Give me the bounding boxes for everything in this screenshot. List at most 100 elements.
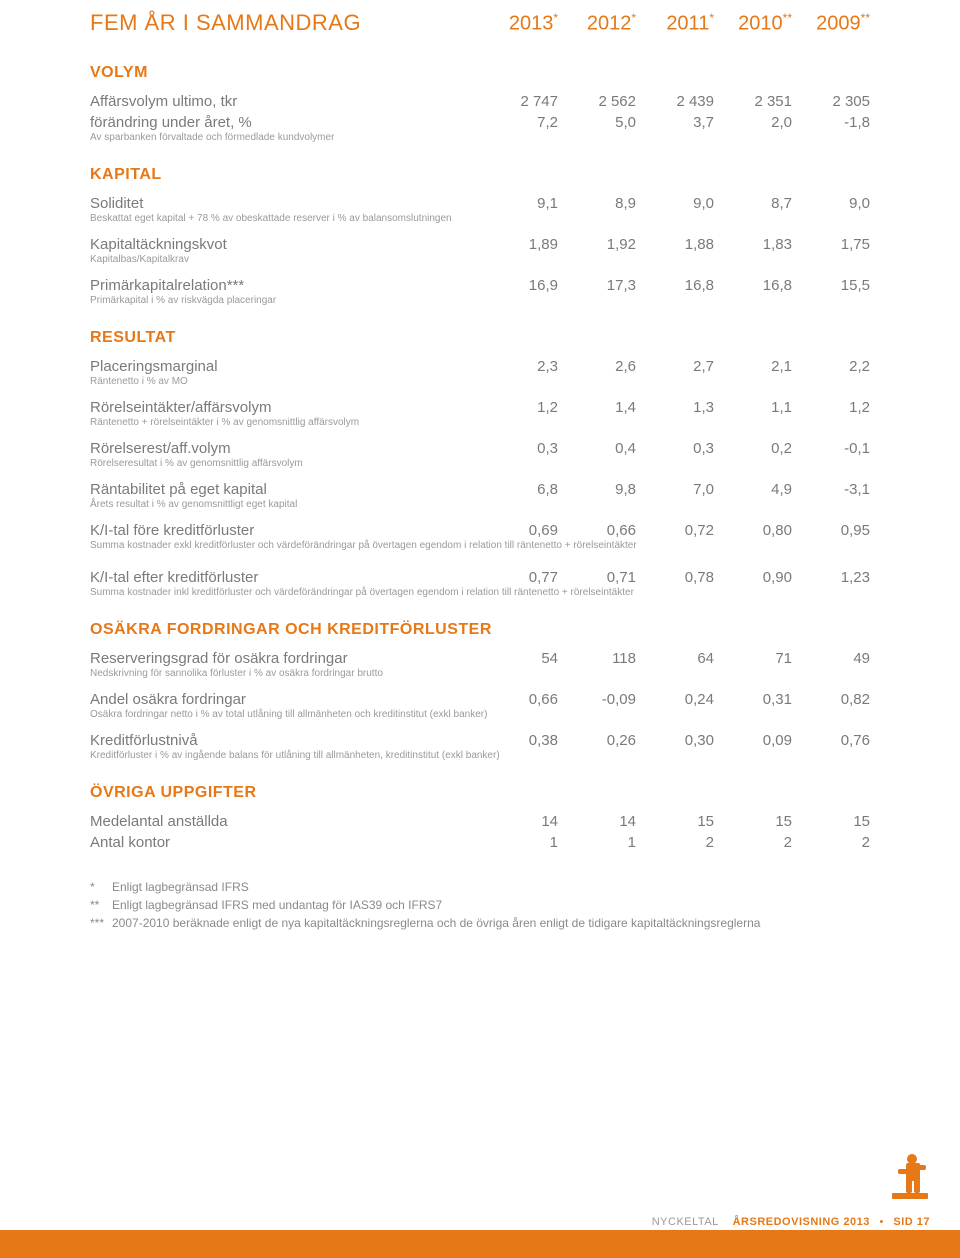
cell: 0,31 — [714, 691, 792, 708]
row-label: Rörelseintäkter/affärsvolym — [90, 399, 480, 416]
cell: 9,1 — [480, 195, 558, 212]
row-sub: Summa kostnader inkl kreditförluster och… — [90, 586, 870, 599]
cell: 1,2 — [792, 399, 870, 416]
cell: 8,9 — [558, 195, 636, 212]
cell: 0,4 — [558, 440, 636, 457]
row-label: Primärkapitalrelation*** — [90, 277, 480, 294]
cell: -3,1 — [792, 481, 870, 498]
cell: 0,09 — [714, 732, 792, 749]
footer-bar — [0, 1230, 960, 1258]
page-title: FEM ÅR I SAMMANDRAG — [90, 10, 480, 36]
cell: 1,75 — [792, 236, 870, 253]
cell: 2 439 — [636, 93, 714, 110]
cell: 0,24 — [636, 691, 714, 708]
cell: 2,2 — [792, 358, 870, 375]
table-row: Soliditet 9,1 8,9 9,0 8,7 9,0 — [90, 192, 870, 213]
cell: 1 — [558, 834, 636, 851]
footnote-mark: ** — [90, 898, 112, 912]
cell: 1,92 — [558, 236, 636, 253]
cell: 0,2 — [714, 440, 792, 457]
cell: 0,71 — [558, 569, 636, 586]
cell: 15 — [636, 813, 714, 830]
row-label: Reserveringsgrad för osäkra fordringar — [90, 650, 480, 667]
cell: 15 — [714, 813, 792, 830]
row-sub: Osäkra fordringar netto i % av total utl… — [90, 708, 870, 721]
cell: 15,5 — [792, 277, 870, 294]
row-sub: Av sparbanken förvaltade och förmedlade … — [90, 131, 870, 144]
cell: 1,88 — [636, 236, 714, 253]
cell: -0,1 — [792, 440, 870, 457]
cell: 2,0 — [714, 114, 792, 131]
table-row: Placeringsmarginal 2,3 2,6 2,7 2,1 2,2 — [90, 355, 870, 376]
cell: 49 — [792, 650, 870, 667]
row-sub: Kreditförluster i % av ingående balans f… — [90, 749, 870, 762]
cell: 2 — [636, 834, 714, 851]
cell: 2,6 — [558, 358, 636, 375]
row-sub: Primärkapital i % av riskvägda placering… — [90, 294, 870, 307]
footnote: *Enligt lagbegränsad IFRS — [90, 880, 870, 894]
row-label: K/I-tal före kreditförluster — [90, 522, 480, 539]
row-sub: Beskattat eget kapital + 78 % av obeskat… — [90, 212, 870, 225]
footer-doc-title: ÅRSREDOVISNING 2013 — [733, 1216, 870, 1228]
footnotes: *Enligt lagbegränsad IFRS **Enligt lagbe… — [90, 880, 870, 930]
year-2012: 2012* — [558, 11, 636, 36]
cell: 0,82 — [792, 691, 870, 708]
cell: 0,3 — [636, 440, 714, 457]
cell: 0,66 — [558, 522, 636, 539]
footer-section: NYCKELTAL — [652, 1216, 719, 1228]
cell: 2 305 — [792, 93, 870, 110]
footer-text: NYCKELTAL ÅRSREDOVISNING 2013 • SID 17 — [652, 1216, 930, 1228]
row-label: K/I-tal efter kreditförluster — [90, 569, 480, 586]
table-row: K/I-tal efter kreditförluster 0,77 0,71 … — [90, 566, 870, 587]
footnote-text: Enligt lagbegränsad IFRS med undantag fö… — [112, 898, 442, 912]
cell: 4,9 — [714, 481, 792, 498]
section-osakra-title: OSÄKRA FORDRINGAR OCH KREDITFÖRLUSTER — [90, 621, 870, 639]
cell: 1,2 — [480, 399, 558, 416]
table-row: Kapitaltäckningskvot 1,89 1,92 1,88 1,83… — [90, 233, 870, 254]
table-row: K/I-tal före kreditförluster 0,69 0,66 0… — [90, 519, 870, 540]
table-row: Rörelseintäkter/affärsvolym 1,2 1,4 1,3 … — [90, 396, 870, 417]
row-label: förändring under året, % — [90, 114, 480, 131]
page-content: FEM ÅR I SAMMANDRAG 2013* 2012* 2011* 20… — [0, 0, 960, 930]
cell: 0,72 — [636, 522, 714, 539]
cell: 16,8 — [636, 277, 714, 294]
row-sub: Årets resultat i % av genomsnittligt ege… — [90, 498, 870, 511]
row-label: Andel osäkra fordringar — [90, 691, 480, 708]
cell: -0,09 — [558, 691, 636, 708]
row-label: Rörelserest/aff.volym — [90, 440, 480, 457]
row-label: Affärsvolym ultimo, tkr — [90, 93, 480, 110]
row-sub: Summa kostnader exkl kreditförluster och… — [90, 539, 870, 552]
table-row: Rörelserest/aff.volym 0,3 0,4 0,3 0,2 -0… — [90, 437, 870, 458]
year-2010: 2010** — [714, 11, 792, 36]
cell: 1 — [480, 834, 558, 851]
cell: 0,30 — [636, 732, 714, 749]
cell: 2,7 — [636, 358, 714, 375]
cell: 1,1 — [714, 399, 792, 416]
year-2011: 2011* — [636, 11, 714, 36]
cell: 2 562 — [558, 93, 636, 110]
cell: 1,23 — [792, 569, 870, 586]
footer-page: SID 17 — [893, 1216, 930, 1228]
cell: 1,83 — [714, 236, 792, 253]
cell: 3,7 — [636, 114, 714, 131]
table-row: Primärkapitalrelation*** 16,9 17,3 16,8 … — [90, 274, 870, 295]
footnote-text: Enligt lagbegränsad IFRS — [112, 880, 249, 894]
cell: 14 — [480, 813, 558, 830]
cell: 7,2 — [480, 114, 558, 131]
footnote-text: 2007-2010 beräknade enligt de nya kapita… — [112, 916, 760, 930]
cell: 0,38 — [480, 732, 558, 749]
table-row: Antal kontor 1 1 2 2 2 — [90, 831, 870, 852]
row-label: Antal kontor — [90, 834, 480, 851]
cell: 15 — [792, 813, 870, 830]
cell: 2 351 — [714, 93, 792, 110]
section-ovriga-title: ÖVRIGA UPPGIFTER — [90, 784, 870, 802]
row-label: Placeringsmarginal — [90, 358, 480, 375]
cell: 0,95 — [792, 522, 870, 539]
cell: 2,1 — [714, 358, 792, 375]
cell: 1,89 — [480, 236, 558, 253]
year-2009: 2009** — [792, 11, 870, 36]
section-volym-title: VOLYM — [90, 64, 870, 82]
cell: 2 — [792, 834, 870, 851]
cell: 0,90 — [714, 569, 792, 586]
cell: 0,76 — [792, 732, 870, 749]
